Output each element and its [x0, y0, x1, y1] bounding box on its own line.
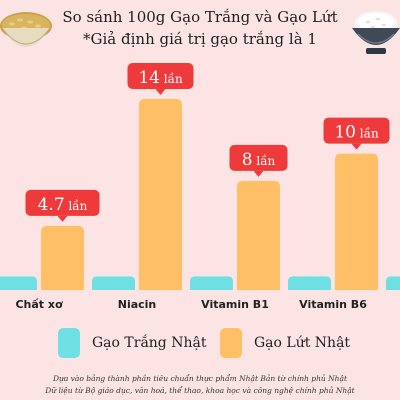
- data-label-pointer: [253, 170, 264, 177]
- footnote-line-1: Dựa vào bảng thành phần tiêu chuẩn thực …: [52, 374, 347, 383]
- bar-white-rice: [0, 276, 37, 290]
- footnote-line-2: Dữ liệu từ Bộ giáo dục, văn hoá, thể tha…: [45, 386, 355, 395]
- bar-brown-rice: [237, 180, 280, 290]
- category-label: Niacin: [118, 298, 157, 311]
- legend-item-white-rice: Gạo Trắng Nhật: [58, 328, 206, 358]
- legend-label-brown-rice: Gạo Lứt Nhật: [254, 335, 351, 351]
- brown-rice-bowl-icon: [0, 12, 52, 47]
- legend-swatch-brown-rice: [220, 328, 242, 358]
- chart-title-block: So sánh 100g Gạo Trắng và Gạo Lứt *Giả đ…: [0, 6, 400, 50]
- legend-label-white-rice: Gạo Trắng Nhật: [92, 335, 207, 351]
- bar-white-rice: [92, 276, 135, 290]
- footnote: Dựa vào bảng thành phần tiêu chuẩn thực …: [0, 373, 400, 397]
- bar-white-rice: [288, 276, 331, 290]
- data-label-callout: [25, 189, 100, 216]
- bar-brown-rice: [335, 153, 378, 290]
- category-label: Chất xơ: [15, 298, 63, 311]
- data-label-callout: [323, 117, 390, 144]
- data-label-callout: [127, 63, 194, 89]
- bar-brown-rice: [139, 99, 182, 290]
- chart-subtitle: *Giả định giá trị gạo trắng là 1: [83, 30, 317, 48]
- data-label: 8 lần: [242, 150, 276, 170]
- legend: Gạo Trắng Nhật Gạo Lứt Nhật: [0, 328, 400, 360]
- bar-white-rice: [190, 276, 233, 290]
- category-label: Vitamin B6: [299, 298, 367, 311]
- legend-swatch-white-rice: [58, 328, 80, 358]
- data-label-pointer: [57, 215, 68, 222]
- bar-chart: 4.7 lần Chất xơ 14 lần Niacin 8 lần Vitamin B…: [0, 63, 400, 311]
- data-label-callout: [229, 144, 288, 171]
- data-label-pointer: [155, 89, 166, 95]
- data-label-pointer: [351, 143, 362, 150]
- category-label: Vitamin B1: [201, 298, 269, 311]
- chart-title: So sánh 100g Gạo Trắng và Gạo Lứt: [62, 8, 338, 26]
- data-label: 10 lần: [334, 123, 379, 143]
- bar-brown-rice: [41, 225, 84, 290]
- bar-white-rice: [386, 276, 400, 290]
- white-rice-bowl-icon: [352, 11, 400, 54]
- legend-item-brown-rice: Gạo Lứt Nhật: [220, 328, 350, 358]
- data-label: 14 lần: [138, 68, 183, 88]
- data-label: 4.7 lần: [38, 195, 88, 215]
